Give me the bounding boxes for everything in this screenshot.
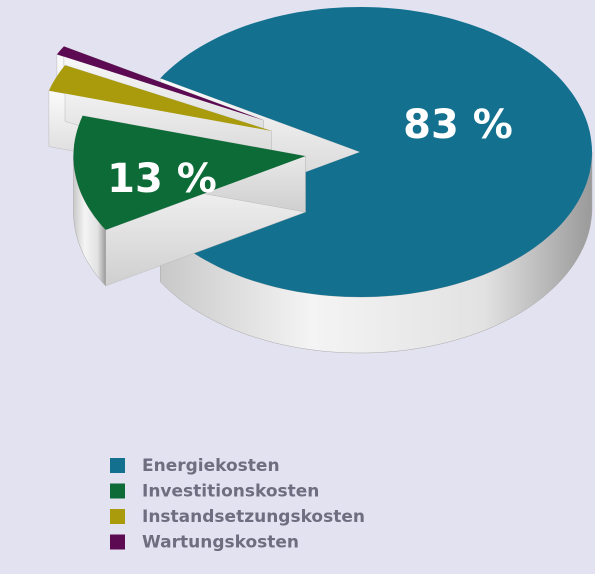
data-label: 83 %	[403, 102, 513, 148]
slice	[48, 65, 272, 131]
legend-label: Investitionskosten	[142, 482, 319, 502]
legend-label: Wartungskosten	[142, 533, 299, 553]
legend-swatch	[110, 534, 125, 550]
slice	[56, 46, 264, 121]
slice	[73, 115, 306, 230]
legend-swatch	[110, 458, 125, 473]
legend-swatch	[110, 483, 125, 499]
legend-label: Energiekosten	[142, 456, 280, 476]
legend-label: Instandsetzungskosten	[142, 507, 365, 527]
data-label: 13 %	[107, 156, 217, 202]
legend-swatch	[110, 509, 125, 524]
slice-side	[160, 151, 593, 354]
